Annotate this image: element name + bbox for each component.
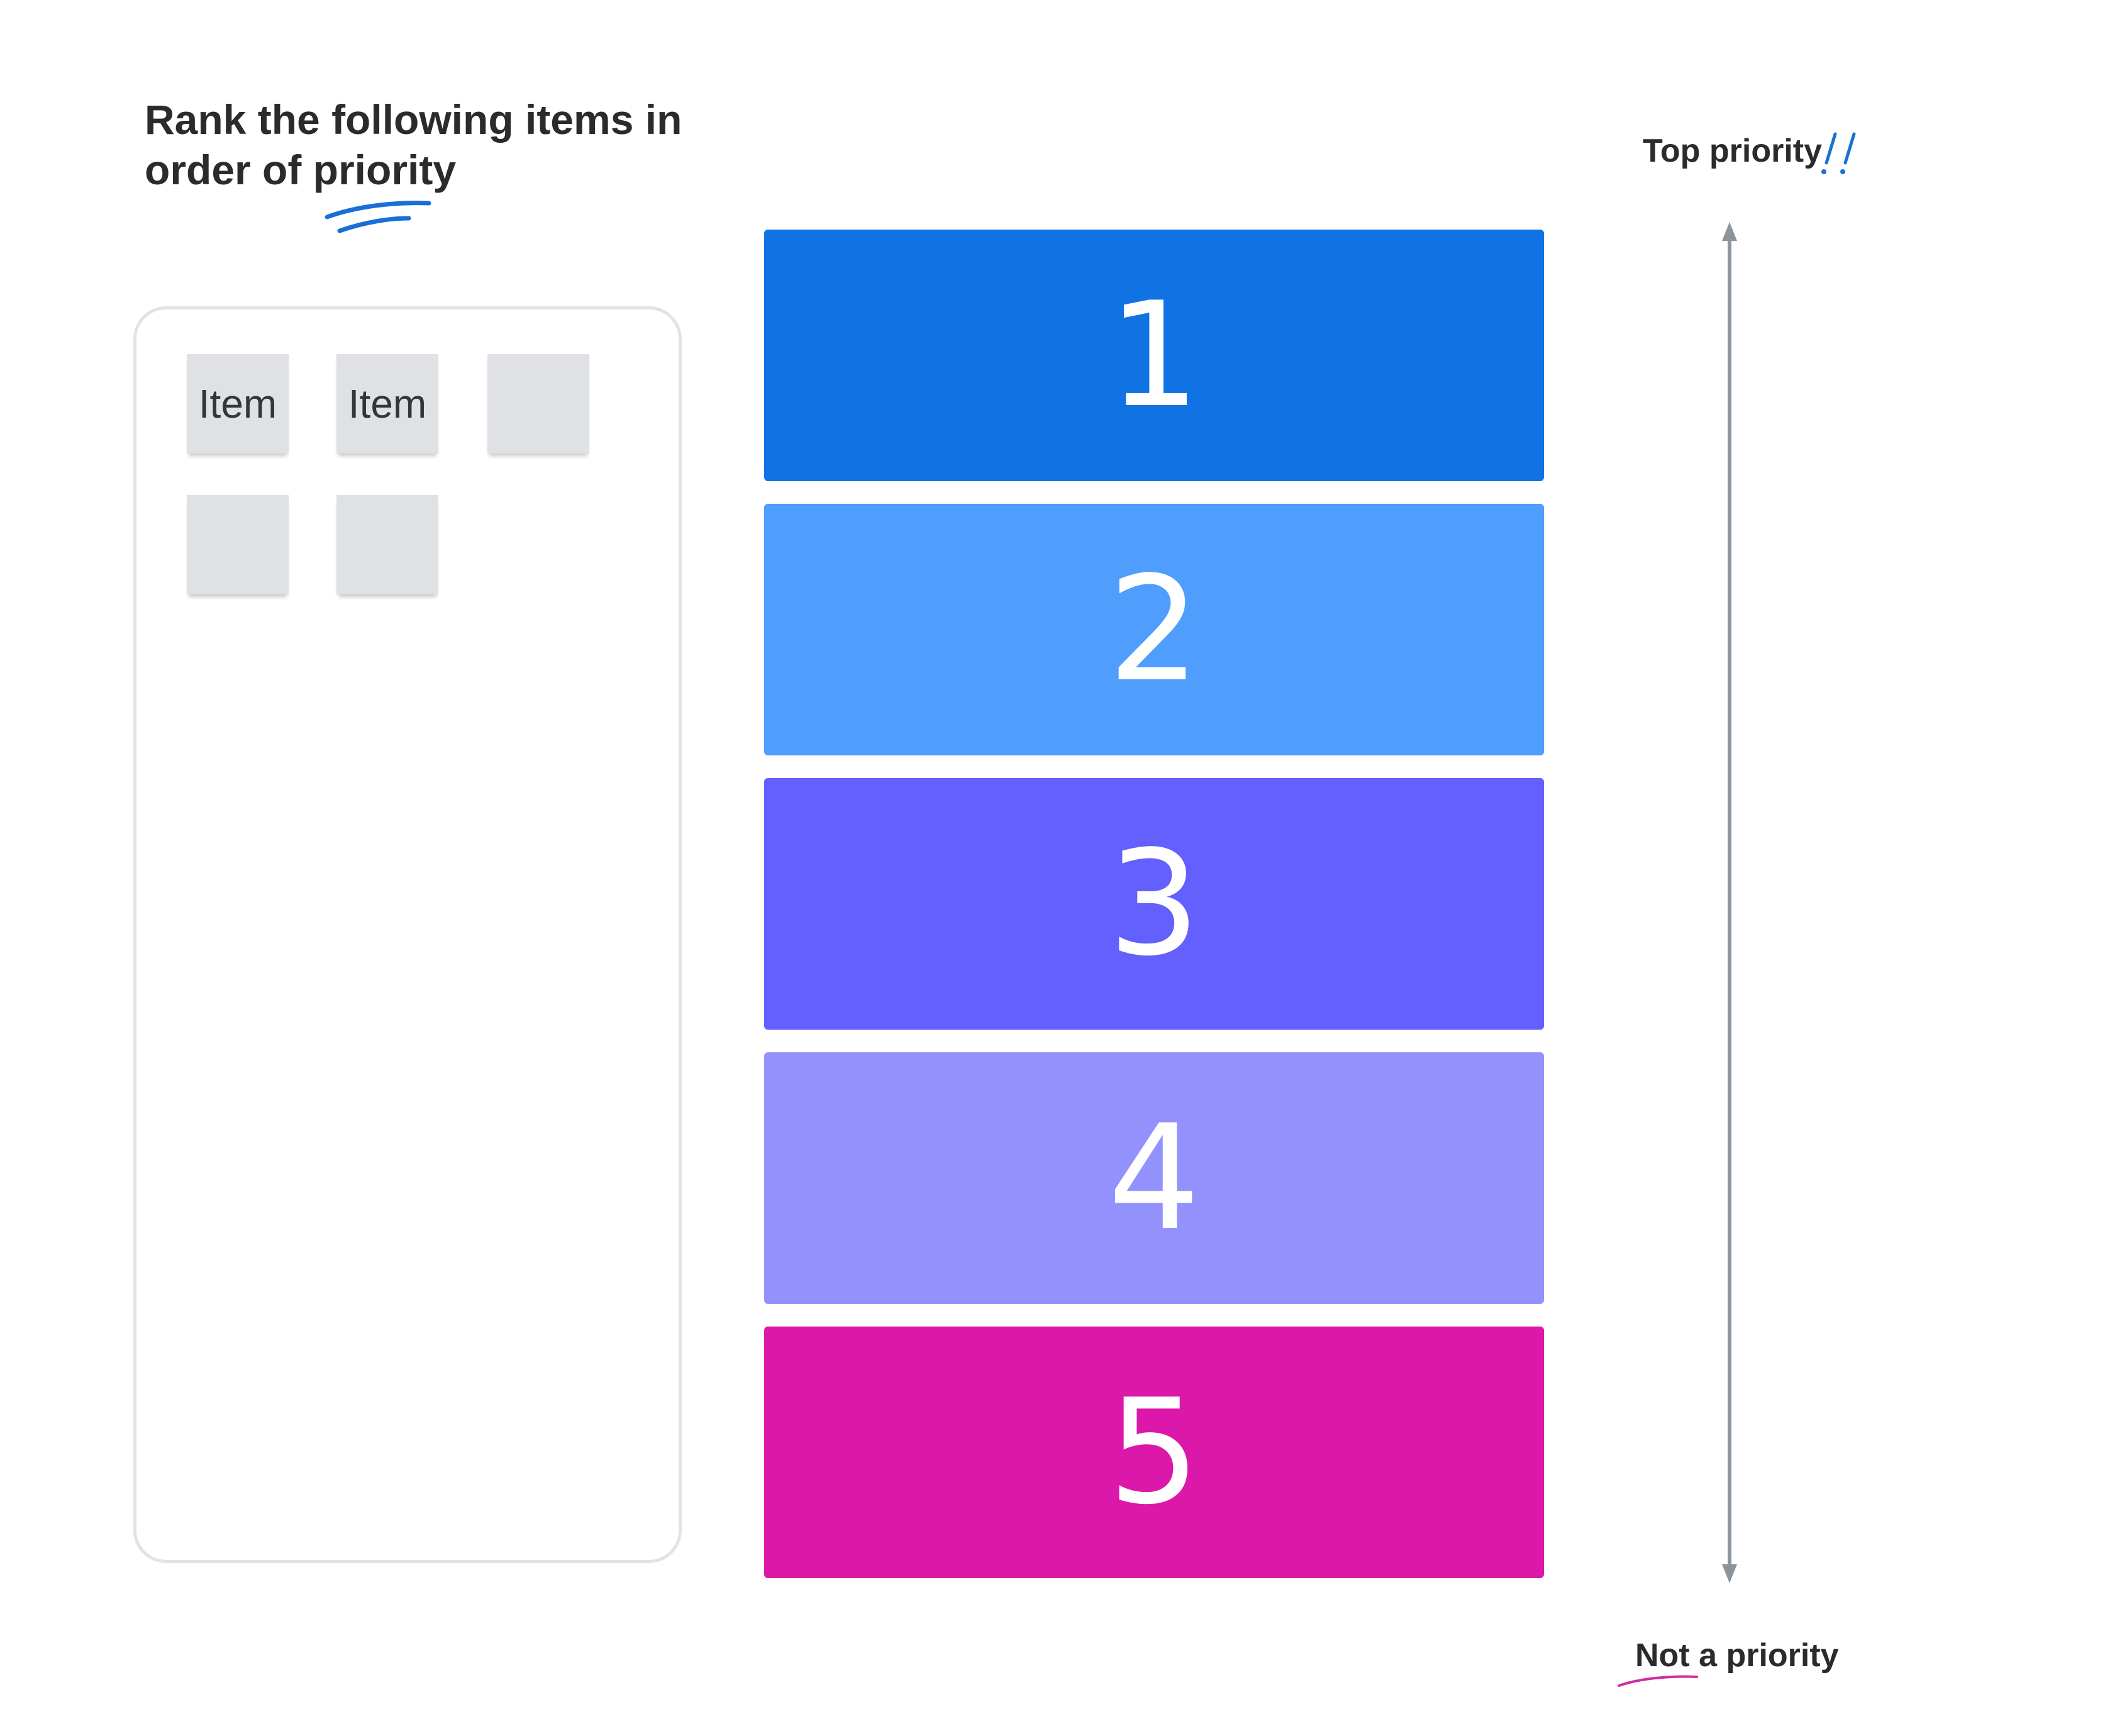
- rank-number: 5: [1108, 1368, 1201, 1537]
- rank-band-1[interactable]: 1: [764, 230, 1544, 481]
- sticky-note-label: Item: [198, 381, 277, 426]
- rank-number: 3: [1108, 820, 1201, 988]
- rank-number: 2: [1108, 545, 1201, 714]
- rank-number: 4: [1108, 1094, 1201, 1262]
- rank-band-2[interactable]: 2: [764, 504, 1544, 755]
- underline-scribble-icon: [325, 201, 431, 233]
- sticky-note-item-1[interactable]: Item: [187, 354, 289, 453]
- priority-axis-arrow-icon: [1722, 222, 1737, 1583]
- top-priority-label: Top priority: [1643, 133, 1823, 169]
- sticky-note-item-5[interactable]: [336, 495, 438, 594]
- sticky-note-item-3[interactable]: [487, 354, 589, 453]
- exclamation-scribble-icon: [1821, 132, 1856, 174]
- sticky-note-item-4[interactable]: [187, 495, 289, 594]
- underline-scribble-icon: [1618, 1675, 1698, 1687]
- rank-band-3[interactable]: 3: [764, 778, 1544, 1030]
- not-a-priority-label: Not a priority: [1635, 1637, 1839, 1674]
- sticky-note-label: Item: [348, 381, 427, 426]
- rank-band-4[interactable]: 4: [764, 1052, 1544, 1304]
- rank-band-5[interactable]: 5: [764, 1327, 1544, 1578]
- rank-number: 1: [1108, 271, 1201, 440]
- page-title: Rank the following items in order of pri…: [145, 96, 682, 193]
- sticky-note-item-2[interactable]: Item: [336, 354, 438, 453]
